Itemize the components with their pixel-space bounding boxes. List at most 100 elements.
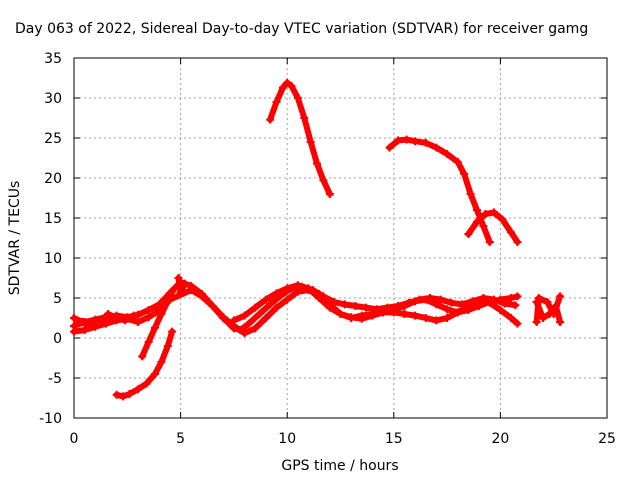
data-point (464, 230, 473, 238)
series-high-arc-3 (464, 208, 522, 246)
data-point (187, 286, 196, 294)
data-point (351, 302, 360, 310)
data-point (168, 327, 177, 336)
data-point (556, 318, 565, 326)
data-point (125, 390, 134, 398)
data-point (389, 305, 398, 314)
data-point (174, 274, 183, 282)
data-point (411, 297, 420, 306)
data-point (180, 279, 189, 288)
data-point (496, 295, 505, 304)
data-point (138, 352, 147, 361)
y-tick-label: 25 (44, 131, 62, 147)
data-point (306, 138, 315, 146)
data-point (543, 298, 552, 306)
data-point (475, 302, 484, 310)
data-point (287, 82, 296, 90)
series-high-arc-1 (266, 78, 334, 198)
series-low-band-3 (229, 281, 522, 325)
data-point (472, 206, 481, 214)
data-point (129, 311, 138, 320)
data-point (421, 295, 430, 304)
data-point (244, 319, 253, 328)
data-point (144, 306, 153, 314)
data-point (70, 314, 78, 322)
data-point (80, 326, 89, 334)
x-tick-label: 5 (176, 431, 185, 447)
data-point (551, 302, 560, 310)
series-low-band-4 (70, 310, 138, 330)
data-point (394, 136, 403, 145)
y-axis-label: SDTVAR / TECUs (7, 181, 23, 296)
data-point (432, 316, 441, 325)
data-point (157, 358, 166, 366)
data-point (466, 190, 475, 198)
series-trace (113, 328, 176, 400)
data-point (432, 300, 441, 309)
data-point (272, 289, 281, 298)
data-point (176, 288, 185, 297)
data-point (513, 238, 522, 246)
data-point (104, 310, 113, 318)
y-tick-labels: -10 -5 0 5 10 15 20 25 30 35 (39, 51, 62, 427)
data-point (293, 94, 302, 102)
data-point (261, 314, 270, 322)
x-tick-labels: 0 5 10 15 20 25 (70, 431, 616, 447)
data-point (539, 314, 548, 322)
data-point (511, 301, 520, 310)
x-tick-label: 25 (598, 431, 616, 447)
series-high-arc-2 (385, 135, 494, 246)
axis-ticks (73, 57, 608, 419)
data-point (319, 176, 328, 185)
data-point (453, 308, 462, 317)
y-tick-label: -5 (48, 371, 62, 387)
data-point (513, 319, 522, 328)
data-point (472, 218, 481, 226)
series-isolated (174, 274, 189, 297)
data-point (379, 308, 388, 317)
data-point (498, 215, 507, 224)
y-tick-label: 20 (44, 171, 62, 187)
series-negative-dip-1 (112, 327, 177, 401)
data-point (421, 138, 430, 147)
y-tick-label: 5 (53, 291, 62, 307)
data-point (133, 385, 142, 394)
y-tick-label: 10 (44, 251, 62, 267)
data-point (490, 208, 499, 217)
data-point (112, 314, 121, 322)
data-point (532, 298, 541, 306)
data-point (481, 210, 490, 218)
data-point (266, 300, 275, 309)
y-tick-label: 35 (44, 51, 62, 67)
y-tick-label: 15 (44, 211, 62, 227)
data-point (304, 284, 313, 293)
data-point (87, 322, 96, 330)
y-tick-label: -10 (39, 411, 62, 427)
data-point (411, 137, 420, 146)
data-point (78, 318, 87, 326)
data-point (163, 297, 172, 306)
data-point (272, 98, 281, 106)
data-point (507, 228, 516, 237)
data-point (411, 311, 420, 320)
data-points (70, 78, 565, 401)
data-point (432, 143, 441, 152)
data-point (293, 281, 302, 290)
series-trace (230, 282, 521, 324)
grid (74, 58, 607, 418)
x-tick-label: 0 (70, 431, 79, 447)
data-point (460, 170, 469, 178)
data-point (313, 159, 322, 168)
data-point (464, 306, 473, 314)
data-point (400, 302, 409, 310)
data-point (443, 305, 452, 314)
data-point (95, 318, 104, 326)
data-point (479, 222, 488, 230)
data-point (219, 313, 228, 322)
x-tick-label: 15 (385, 431, 403, 447)
series-late-segment-2 (532, 298, 565, 326)
data-point (340, 300, 349, 309)
data-point (112, 390, 121, 399)
data-point (163, 342, 172, 350)
